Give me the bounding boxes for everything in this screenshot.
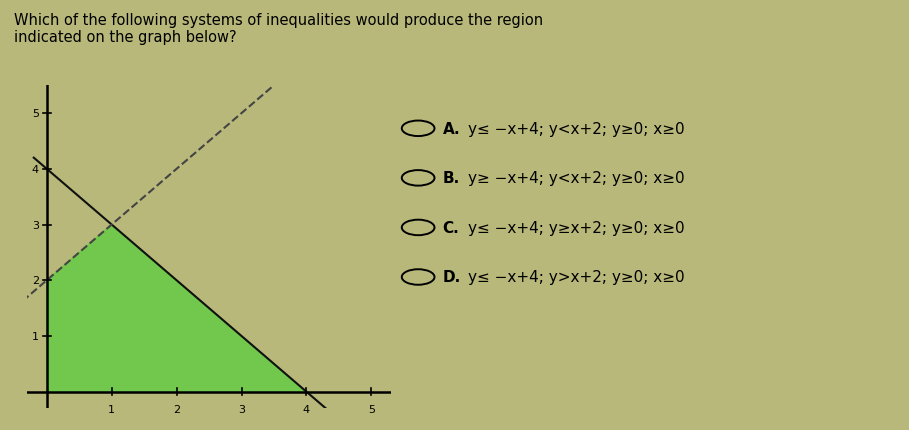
Text: 4: 4 [32,164,39,175]
Text: B.: B. [443,171,460,186]
Text: 2: 2 [32,276,39,286]
Text: C.: C. [443,221,459,235]
Polygon shape [46,225,306,392]
Text: y≥ −x+4; y<x+2; y≥0; x≥0: y≥ −x+4; y<x+2; y≥0; x≥0 [468,171,684,186]
Text: 1: 1 [108,404,115,414]
Text: 4: 4 [303,404,310,414]
Text: Which of the following systems of inequalities would produce the region
indicate: Which of the following systems of inequa… [14,13,543,45]
Text: D.: D. [443,270,461,285]
Text: 3: 3 [32,220,39,230]
Text: 1: 1 [32,331,39,341]
Text: 5: 5 [368,404,375,414]
Text: y≤ −x+4; y≥x+2; y≥0; x≥0: y≤ −x+4; y≥x+2; y≥0; x≥0 [468,221,684,235]
Text: 3: 3 [238,404,245,414]
Text: A.: A. [443,122,460,136]
Text: 2: 2 [173,404,180,414]
Text: y≤ −x+4; y>x+2; y≥0; x≥0: y≤ −x+4; y>x+2; y≥0; x≥0 [468,270,684,285]
Text: y≤ −x+4; y<x+2; y≥0; x≥0: y≤ −x+4; y<x+2; y≥0; x≥0 [468,122,684,136]
Text: 5: 5 [32,109,39,119]
